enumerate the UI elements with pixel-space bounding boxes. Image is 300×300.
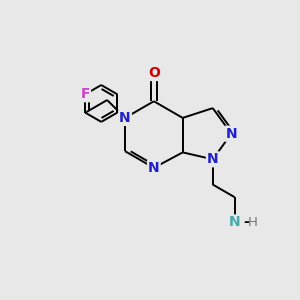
Text: O: O [148,66,160,80]
Text: N: N [229,215,241,230]
Text: N: N [207,152,219,166]
Text: N: N [226,127,237,141]
Text: H: H [248,216,257,229]
Text: N: N [119,111,131,125]
Text: F: F [80,87,90,101]
Text: -: - [243,215,248,230]
Text: N: N [148,161,160,175]
